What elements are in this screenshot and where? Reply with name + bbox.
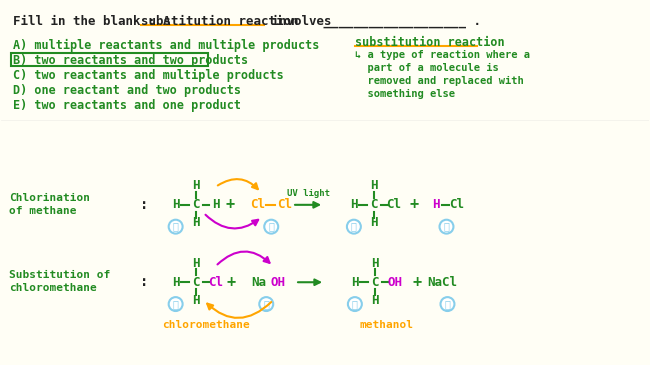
Text: H: H — [192, 293, 200, 307]
Text: Cl: Cl — [208, 276, 223, 289]
FancyArrowPatch shape — [218, 251, 270, 264]
Text: +: + — [412, 275, 421, 290]
Text: methanol: methanol — [359, 320, 414, 330]
Text: +: + — [227, 275, 236, 290]
Text: Cl: Cl — [449, 198, 464, 211]
Circle shape — [441, 297, 454, 311]
Text: H: H — [432, 198, 439, 211]
Text: D) one reactant and two products: D) one reactant and two products — [14, 84, 241, 97]
Text: involves: involves — [264, 15, 332, 28]
Text: H: H — [212, 198, 219, 211]
Text: substitution reaction: substitution reaction — [142, 15, 299, 28]
Text: removed and replaced with: removed and replaced with — [355, 76, 524, 86]
Text: ①: ① — [173, 222, 179, 232]
Circle shape — [259, 297, 273, 311]
Text: C: C — [192, 198, 200, 211]
Text: C) two reactants and multiple products: C) two reactants and multiple products — [14, 69, 284, 82]
Text: C: C — [192, 276, 200, 289]
Text: ①: ① — [173, 299, 179, 309]
Text: H: H — [192, 257, 200, 270]
Text: H: H — [351, 276, 359, 289]
Text: H: H — [172, 276, 179, 289]
Text: Fill in the blank : A: Fill in the blank : A — [14, 15, 178, 28]
Text: ②: ② — [263, 299, 269, 309]
Text: ②: ② — [443, 222, 449, 232]
Text: OH: OH — [387, 276, 402, 289]
Text: ①: ① — [352, 299, 358, 309]
Text: H: H — [371, 257, 378, 270]
Text: ___________________ .: ___________________ . — [317, 15, 481, 28]
Text: part of a molecule is: part of a molecule is — [355, 63, 499, 73]
Text: C: C — [370, 198, 378, 211]
Text: H: H — [370, 180, 378, 192]
Text: NaCl: NaCl — [428, 276, 458, 289]
Text: H: H — [371, 293, 378, 307]
Circle shape — [168, 220, 183, 234]
Text: chloromethane: chloromethane — [162, 320, 250, 330]
Text: Cl: Cl — [250, 198, 265, 211]
Text: C: C — [371, 276, 378, 289]
FancyArrowPatch shape — [205, 215, 258, 228]
FancyArrowPatch shape — [218, 179, 258, 189]
Text: UV light: UV light — [287, 189, 330, 198]
Text: chloromethane: chloromethane — [9, 283, 97, 293]
Text: ①: ① — [351, 222, 357, 232]
Circle shape — [439, 220, 454, 234]
Circle shape — [348, 297, 362, 311]
Text: A) multiple reactants and multiple products: A) multiple reactants and multiple produ… — [14, 39, 320, 52]
FancyArrowPatch shape — [207, 302, 271, 318]
Text: Na: Na — [251, 276, 266, 289]
Text: substitution reaction: substitution reaction — [355, 36, 504, 49]
Text: OH: OH — [270, 276, 286, 289]
Text: +: + — [226, 197, 235, 212]
Text: H: H — [192, 216, 200, 229]
Circle shape — [168, 297, 183, 311]
Text: H: H — [370, 216, 378, 229]
Text: ↳ a type of reaction where a: ↳ a type of reaction where a — [355, 50, 530, 60]
Text: H: H — [172, 198, 179, 211]
Text: of methane: of methane — [9, 206, 77, 216]
Text: Cl: Cl — [386, 198, 401, 211]
Text: +: + — [409, 197, 418, 212]
Text: H: H — [350, 198, 358, 211]
Text: ②: ② — [268, 222, 274, 232]
Text: :: : — [140, 275, 148, 289]
Text: :: : — [140, 198, 148, 212]
Text: ②: ② — [445, 299, 450, 309]
Text: E) two reactants and one product: E) two reactants and one product — [14, 99, 241, 112]
Text: Cl: Cl — [277, 198, 292, 211]
Text: something else: something else — [355, 89, 455, 99]
Text: Substitution of: Substitution of — [9, 270, 110, 280]
Circle shape — [265, 220, 278, 234]
Circle shape — [347, 220, 361, 234]
Text: H: H — [192, 180, 200, 192]
Text: Chlorination: Chlorination — [9, 193, 90, 203]
Text: B) two reactants and two products: B) two reactants and two products — [14, 54, 248, 67]
